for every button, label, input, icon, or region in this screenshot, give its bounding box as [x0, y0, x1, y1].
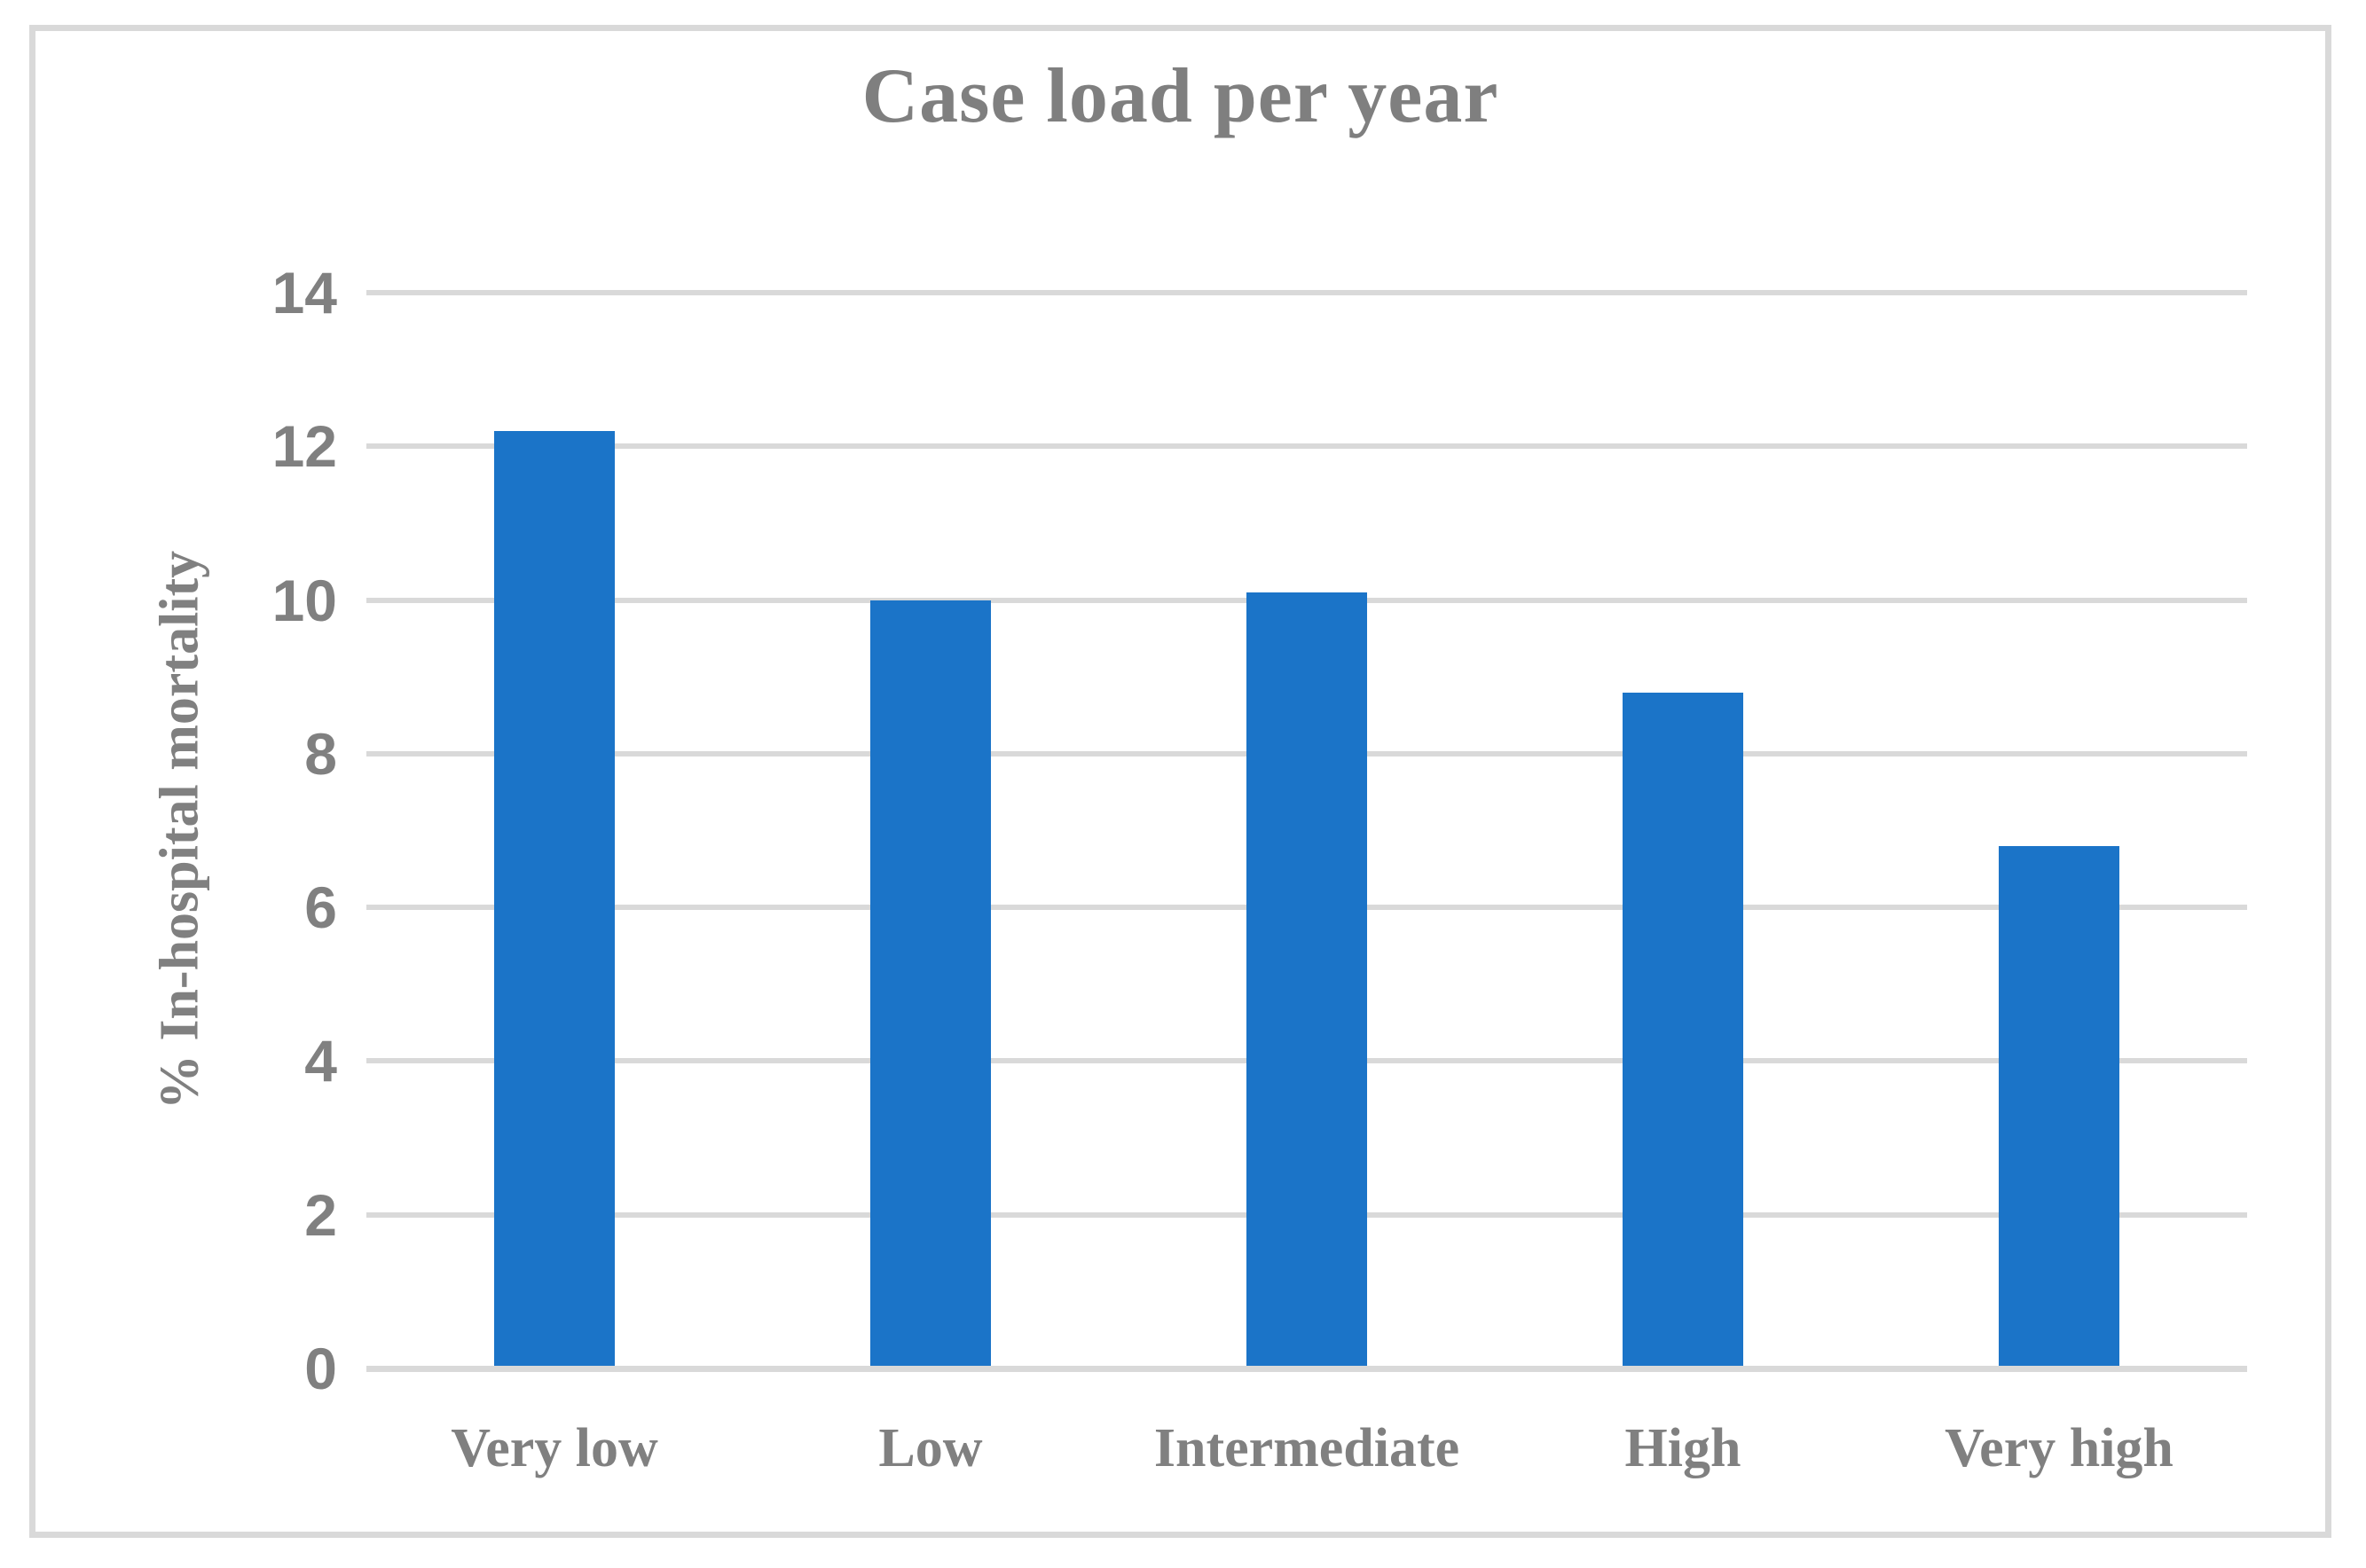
bar-low [870, 600, 991, 1366]
bar-high [1623, 693, 1743, 1366]
y-tick-label-10: 10 [271, 568, 337, 633]
x-category-label-very-low: Very low [451, 1418, 658, 1478]
gridline-14 [366, 290, 2247, 295]
bar-intermediate [1246, 592, 1367, 1366]
y-tick-label-2: 2 [304, 1182, 337, 1248]
y-tick-label-12: 12 [271, 413, 337, 479]
chart-frame [29, 25, 2331, 1538]
x-category-label-intermediate: Intermediate [1153, 1418, 1460, 1478]
y-tick-label-4: 4 [304, 1028, 337, 1094]
y-tick-label-0: 0 [304, 1336, 337, 1401]
chart-title: Case load per year [861, 53, 1499, 139]
x-category-label-very-high: Very high [1945, 1418, 2173, 1478]
y-tick-label-6: 6 [304, 874, 337, 940]
x-axis-line [366, 1366, 2247, 1372]
gridline-12 [366, 443, 2247, 449]
x-category-label-high: High [1624, 1418, 1741, 1478]
y-tick-label-8: 8 [304, 721, 337, 787]
y-tick-label-14: 14 [271, 260, 337, 325]
bar-very-low [494, 431, 615, 1366]
bar-very-high [1999, 846, 2119, 1366]
x-category-label-low: Low [878, 1418, 983, 1478]
